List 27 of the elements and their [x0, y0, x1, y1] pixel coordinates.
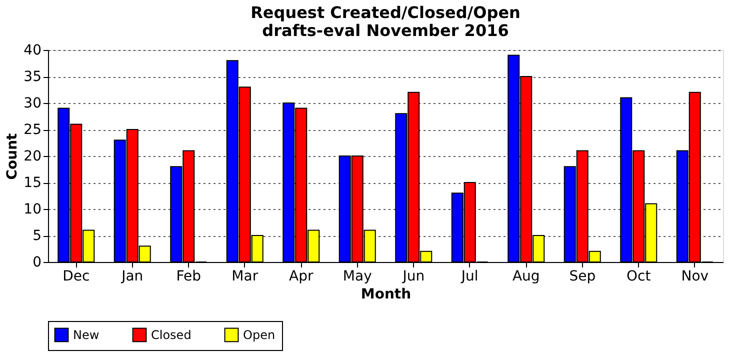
x-tick-label: Apr: [289, 268, 314, 284]
x-tick-label: Nov: [681, 268, 709, 284]
x-tick-label: Jun: [402, 268, 425, 284]
x-tick-label: Feb: [176, 268, 202, 284]
x-tick-label: Sep: [569, 268, 596, 284]
x-axis-title: Month: [360, 286, 412, 302]
x-tick-label: Jul: [460, 268, 478, 284]
y-tick-label: 30: [24, 96, 42, 112]
legend-label: Closed: [151, 328, 192, 342]
y-tick-label: 25: [24, 122, 42, 138]
y-tick-label: 5: [32, 228, 42, 244]
x-tick-label: Oct: [626, 268, 652, 284]
x-tick-label: Aug: [512, 268, 540, 284]
y-tick-label: 20: [24, 148, 42, 164]
x-tick-label: Jan: [120, 268, 144, 284]
x-tick-label: Mar: [232, 268, 258, 284]
y-axis-title: Count: [4, 132, 21, 180]
y-tick-label: 15: [24, 175, 42, 191]
y-tick-label: 40: [24, 42, 42, 58]
y-tick-label: 0: [32, 254, 42, 270]
chart-title: Request Created/Closed/Open drafts-eval November 2016: [250, 3, 520, 40]
y-tick-label: 35: [24, 69, 42, 85]
y-tick-label: 10: [24, 202, 42, 218]
x-tick-label: Dec: [62, 268, 90, 284]
legend-label: Open: [243, 328, 276, 342]
legend-label: New: [73, 328, 100, 342]
x-tick-label: May: [342, 268, 372, 284]
